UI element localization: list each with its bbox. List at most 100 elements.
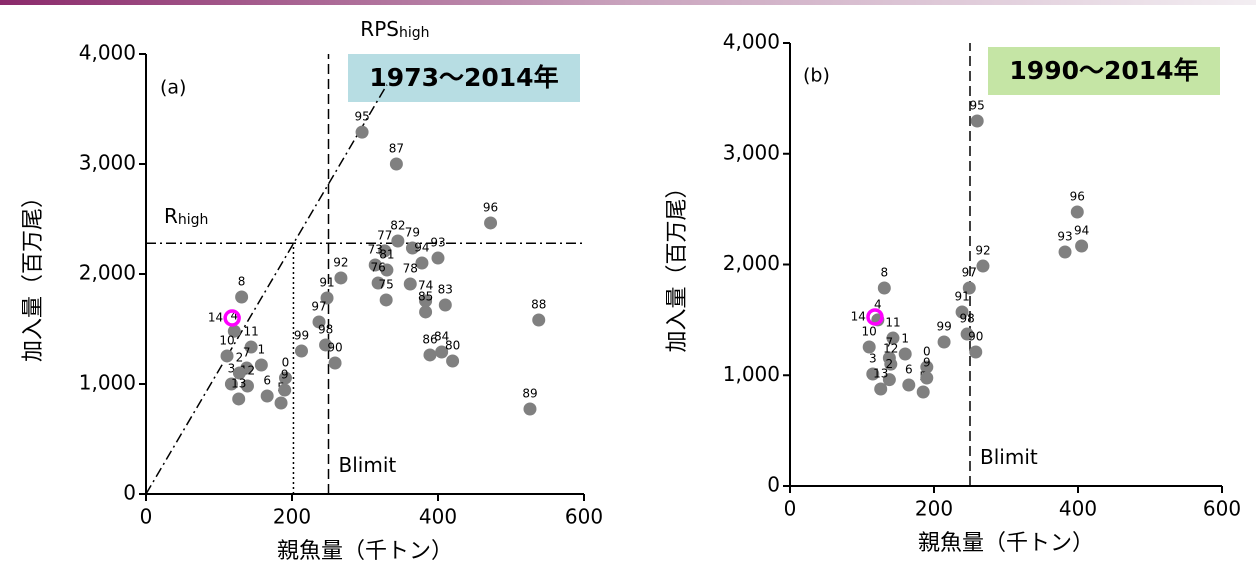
point: [970, 114, 984, 128]
highlight-point: [866, 308, 884, 326]
period-box: [988, 47, 1220, 95]
point-label: 0: [282, 355, 290, 369]
point-label: 9: [281, 368, 289, 382]
point-label: 82: [390, 219, 405, 233]
x-axis-label: 親魚量（千トン）: [277, 539, 453, 564]
point: [355, 125, 369, 139]
point: [1075, 239, 1089, 253]
point-label: 7: [243, 346, 251, 360]
point: [898, 347, 912, 361]
reference-label: RPShigh: [360, 17, 429, 42]
point: [235, 290, 249, 304]
point-label: 90: [968, 329, 983, 343]
point: [431, 251, 445, 265]
y-axis-label: 加入量（百万尾）: [665, 176, 690, 352]
x-tick-label: 0: [140, 505, 153, 529]
point: [232, 392, 246, 406]
point: [902, 378, 916, 392]
point: [435, 345, 449, 359]
point-label: 94: [414, 241, 429, 255]
point-label: 80: [445, 339, 460, 353]
point: [937, 335, 951, 349]
point-label: 98: [318, 322, 333, 336]
point: [882, 373, 896, 387]
point-label: 75: [379, 277, 394, 291]
point: [224, 377, 238, 391]
reference-label-sub: high: [178, 212, 209, 228]
point-label: 8: [880, 265, 888, 279]
point-label: 79: [405, 226, 420, 240]
point: [371, 276, 385, 290]
reference-label-main: R: [164, 204, 178, 228]
point-label: 81: [379, 248, 394, 262]
point: [380, 263, 394, 277]
point-label: 4: [231, 309, 239, 323]
point-label: 96: [483, 200, 498, 214]
point-label: 99: [294, 329, 309, 343]
point-label: 98: [959, 312, 974, 326]
point: [232, 366, 246, 380]
point-label: 97: [962, 265, 977, 279]
period-box: [348, 54, 580, 102]
point-label: 3: [869, 352, 877, 366]
point: [278, 371, 292, 385]
y-tick-label: 2,000: [723, 251, 780, 275]
point-label: 12: [883, 342, 898, 356]
point-label: 83: [438, 283, 453, 297]
point-label: 87: [389, 142, 404, 156]
point: [523, 402, 537, 416]
point-label: 76: [370, 261, 385, 275]
point-label: 2: [236, 351, 244, 365]
reference-label-main: Blimit: [980, 445, 1038, 469]
y-tick-label: 3,000: [79, 151, 136, 175]
y-tick-label: 2,000: [79, 261, 136, 285]
top-bar: [0, 0, 1256, 5]
point-label: 90: [327, 340, 342, 354]
point: [378, 244, 392, 258]
point-label: 13: [873, 366, 888, 380]
point-label: 94: [1074, 224, 1089, 238]
point-label: 88: [531, 297, 546, 311]
point-label: 91: [954, 290, 969, 304]
reference-label-sub: high: [399, 25, 430, 41]
x-tick-label: 400: [1059, 497, 1097, 521]
point-label: 73: [368, 242, 383, 256]
point: [379, 293, 393, 307]
point: [405, 241, 419, 255]
point: [334, 271, 348, 285]
point: [368, 258, 382, 272]
reference-label: Blimit: [980, 445, 1038, 469]
point: [886, 331, 900, 345]
point-label: 93: [1057, 229, 1072, 243]
point-label: 14: [208, 311, 223, 325]
point-label: 86: [422, 332, 437, 346]
y-tick-label: 3,000: [723, 140, 780, 164]
point: [403, 277, 417, 291]
point: [962, 281, 976, 295]
point-label: 78: [403, 262, 418, 276]
x-tick-label: 200: [273, 505, 311, 529]
point: [278, 383, 292, 397]
point-label: 92: [333, 255, 348, 269]
point-label: 4: [874, 297, 882, 311]
point: [240, 379, 254, 393]
point: [532, 313, 546, 327]
y-tick-label: 0: [767, 473, 780, 497]
point-label: 96: [1070, 190, 1085, 204]
point: [438, 298, 452, 312]
point-label: 7: [886, 335, 894, 349]
point-label: 99: [936, 320, 951, 334]
point: [874, 382, 888, 396]
point: [389, 157, 403, 171]
point: [976, 259, 990, 273]
point-label: 11: [243, 325, 258, 339]
reference-label: Blimit: [339, 453, 397, 477]
y-tick-label: 4,000: [79, 41, 136, 65]
point-label: 13: [231, 376, 246, 390]
point: [312, 315, 326, 329]
point: [319, 338, 333, 352]
point-label: 3: [228, 362, 236, 376]
y-tick-label: 1,000: [723, 362, 780, 386]
point: [969, 345, 983, 359]
